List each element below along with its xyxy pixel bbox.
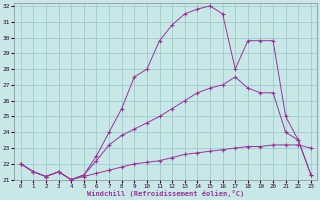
X-axis label: Windchill (Refroidissement éolien,°C): Windchill (Refroidissement éolien,°C) (87, 190, 244, 197)
